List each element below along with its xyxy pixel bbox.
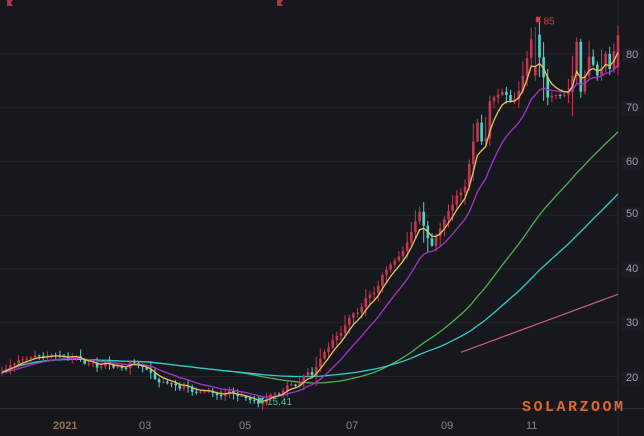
svg-text:85: 85 [544, 17, 556, 28]
svg-text:15.41: 15.41 [267, 397, 292, 408]
